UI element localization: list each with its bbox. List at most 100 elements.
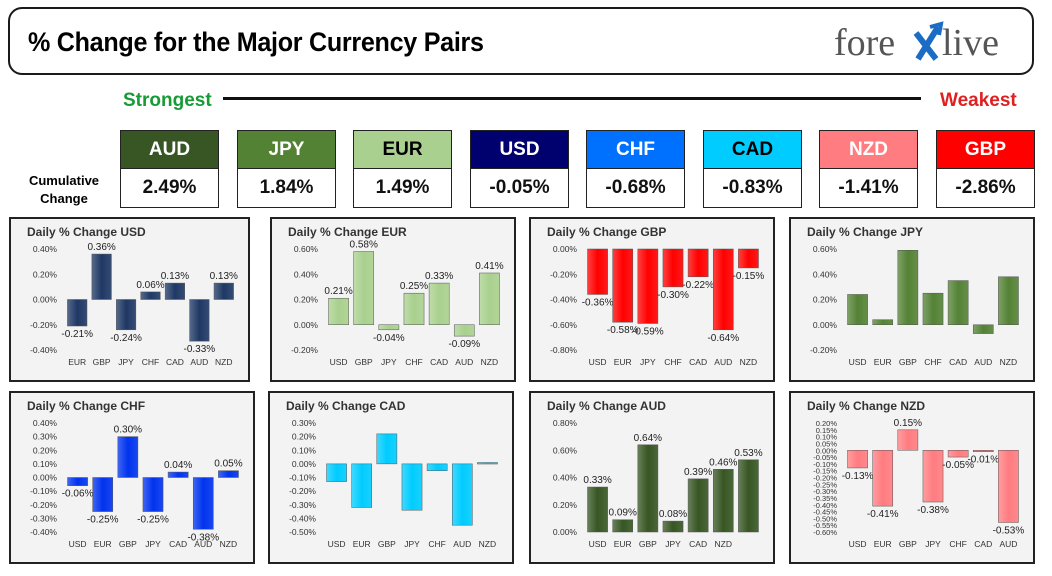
y-tick-label: -0.05% (813, 453, 837, 462)
currency-box-gbp: GBP -2.86% (936, 130, 1035, 208)
chart-panel-gbp: Daily % Change GBP 0.00% -0.20% -0.40% -0.60… (529, 217, 775, 382)
bar (117, 436, 139, 478)
data-label: -0.53% (993, 525, 1025, 536)
y-tick-label: 0.40% (553, 473, 578, 483)
bar (587, 248, 608, 295)
x-tick-label: AUD (455, 357, 473, 367)
y-tick-label: 0.20% (33, 269, 58, 279)
data-label: 0.13% (161, 271, 189, 282)
bar (872, 319, 894, 325)
x-tick-label: GBP (93, 357, 111, 367)
x-tick-label: CAD (949, 357, 967, 367)
x-tick-label: JPY (925, 539, 941, 549)
bar (67, 299, 88, 327)
y-tick-label: 0.40% (813, 269, 838, 279)
currency-code: AUD (121, 131, 218, 169)
bar (479, 272, 500, 325)
scale-line (223, 97, 921, 100)
cumulative-value: 1.49% (375, 177, 430, 198)
bar (998, 450, 1019, 523)
bar (353, 251, 375, 325)
cumulative-value: -0.68% (605, 177, 666, 198)
bar (847, 450, 868, 469)
x-tick-label: GBP (899, 357, 917, 367)
bar (637, 444, 659, 533)
data-label: 0.33% (425, 271, 453, 282)
x-tick-label: AUD (974, 357, 992, 367)
x-tick-label: AUD (453, 539, 471, 549)
currency-code: CHF (587, 131, 684, 169)
data-label: 0.36% (87, 242, 115, 253)
y-tick-label: -0.50% (289, 527, 316, 537)
currency-box-aud: AUD 2.49% (120, 130, 219, 208)
bar (998, 276, 1019, 325)
y-tick-label: 0.00% (553, 244, 578, 254)
bar-chart: 0.60% 0.40% 0.20% 0.00% -0.20% 0.21% 0.58% -0.0… (291, 240, 504, 367)
y-tick-label: 0.80% (553, 418, 578, 428)
y-tick-label: 0.00% (292, 459, 317, 469)
bar (687, 248, 709, 278)
x-tick-label: EUR (874, 539, 892, 549)
chart-panel-jpy: Daily % Change JPY 0.60% 0.40% 0.20% 0.00% -0… (789, 217, 1035, 382)
chart-panel-nzd: Daily % Change NZD 0.20% 0.15% 0.10% 0.05% 0.… (789, 391, 1035, 564)
bar (401, 463, 423, 511)
chart-title: Daily % Change AUD (547, 399, 666, 413)
bar (67, 477, 88, 486)
data-label: -0.38% (917, 505, 949, 516)
x-tick-label: GBP (119, 539, 137, 549)
y-tick-label: 0.00% (816, 446, 838, 455)
cumulative-label-line2: Change (40, 191, 88, 206)
x-tick-label: CHF (924, 357, 941, 367)
x-tick-label: NZD (215, 357, 232, 367)
data-label: 0.39% (684, 467, 712, 478)
data-label: -0.04% (373, 333, 405, 344)
y-tick-label: -0.25% (813, 480, 837, 489)
x-tick-label: NZD (740, 357, 757, 367)
data-label: 0.21% (324, 286, 352, 297)
header-box: % Change for the Major Currency Pairs fo… (8, 7, 1034, 75)
data-label: -0.25% (87, 515, 119, 526)
cumulative-value: -1.41% (838, 177, 899, 198)
y-tick-label: -0.50% (813, 514, 837, 523)
chart-title: Daily % Change NZD (807, 399, 926, 413)
x-tick-label: USD (589, 357, 607, 367)
currency-box-cad: CAD -0.83% (703, 130, 802, 208)
strongest-label: Strongest (123, 90, 212, 111)
bar (167, 471, 189, 478)
bar (847, 294, 868, 325)
x-tick-label: AUD (999, 539, 1017, 549)
x-tick-label: JPY (381, 357, 397, 367)
cumulative-value: 1.84% (259, 177, 314, 198)
x-tick-label: GBP (378, 539, 396, 549)
y-tick-label: -0.10% (289, 473, 316, 483)
currency-code: CAD (704, 131, 801, 169)
data-label: -0.21% (61, 329, 93, 340)
data-label: 0.53% (734, 448, 762, 459)
bar (213, 282, 234, 300)
x-tick-label: AUD (190, 357, 208, 367)
x-tick-label: AUD (714, 357, 732, 367)
x-tick-label: CAD (974, 539, 992, 549)
x-tick-label: CHF (405, 357, 422, 367)
data-label: 0.05% (214, 459, 242, 470)
y-tick-label: 0.60% (813, 244, 838, 254)
y-tick-label: -0.10% (30, 486, 57, 496)
y-tick-label: -0.20% (30, 500, 57, 510)
y-tick-label: -0.60% (813, 528, 837, 537)
bar (428, 282, 450, 325)
x-tick-label: USD (69, 539, 87, 549)
bar (637, 248, 659, 324)
y-tick-label: 0.00% (33, 295, 58, 305)
data-label: -0.09% (448, 339, 480, 350)
x-tick-label: CHF (142, 357, 159, 367)
data-label: -0.33% (184, 344, 216, 355)
bar (192, 477, 214, 530)
y-tick-label: 0.40% (33, 418, 58, 428)
y-tick-label: 0.20% (816, 419, 838, 428)
y-tick-label: 0.15% (816, 426, 838, 435)
data-label: 0.08% (659, 509, 687, 520)
svg-text:fore: fore (834, 22, 895, 63)
currency-box-eur: EUR 1.49% (353, 130, 452, 208)
x-tick-label: CAD (430, 357, 448, 367)
data-label: -0.30% (657, 290, 689, 301)
